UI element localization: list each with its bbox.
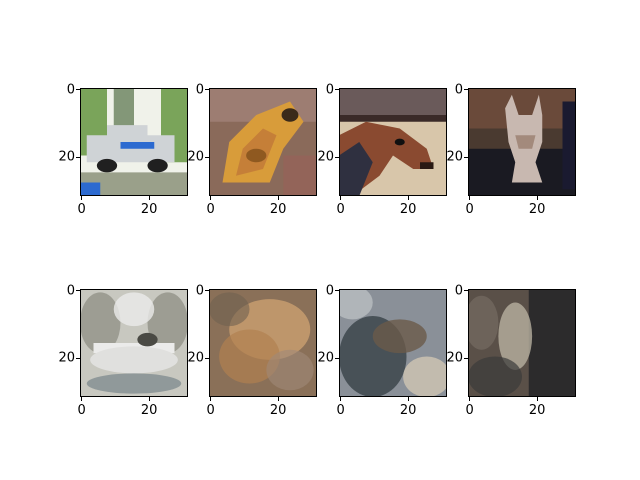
- x-tick-label: 0: [206, 403, 215, 418]
- x-tick-mark: [81, 196, 83, 200]
- y-tick-label: 20: [317, 149, 334, 165]
- y-tick-mark: [76, 156, 80, 158]
- x-tick-mark: [407, 397, 409, 401]
- y-tick-label: 0: [66, 283, 75, 299]
- y-tick-label: 20: [317, 350, 334, 366]
- x-tick-label: 20: [140, 403, 158, 418]
- y-tick-label: 20: [446, 149, 463, 165]
- x-tick-label: 20: [269, 403, 287, 418]
- y-tick-mark: [335, 89, 339, 91]
- y-tick-mark: [335, 357, 339, 359]
- y-tick-label: 0: [195, 283, 204, 299]
- image-panel-horse-reconstruction: 0 0 20 20: [317, 284, 447, 417]
- y-tick-label: 20: [187, 350, 204, 366]
- x-tick-label: 0: [77, 202, 86, 217]
- y-tick-label: 0: [325, 283, 334, 299]
- x-tick-mark: [277, 196, 279, 200]
- x-tick-mark: [340, 196, 342, 200]
- x-tick-label: 0: [206, 202, 215, 217]
- y-tick-mark: [464, 89, 468, 91]
- image-panel-cat-reconstruction: 0 0 20 20: [446, 284, 576, 417]
- y-tick-mark: [464, 156, 468, 158]
- image-panel-frog-reconstruction: 0 0 20 20: [187, 284, 317, 417]
- x-tick-mark: [210, 397, 212, 401]
- y-tick-label: 0: [195, 82, 204, 98]
- y-tick-mark: [464, 290, 468, 292]
- x-tick-mark: [407, 196, 409, 200]
- y-tick-label: 0: [325, 82, 334, 98]
- x-tick-label: 20: [528, 403, 546, 418]
- car-image: [80, 88, 188, 196]
- x-tick-mark: [210, 196, 212, 200]
- x-tick-label: 20: [528, 202, 546, 217]
- frog-reconstruction-image: [209, 289, 317, 397]
- y-tick-mark: [76, 89, 80, 91]
- x-tick-mark: [469, 196, 471, 200]
- x-tick-label: 0: [465, 403, 474, 418]
- cat-reconstruction-image: [468, 289, 576, 397]
- y-tick-label: 20: [58, 149, 75, 165]
- x-tick-label: 0: [336, 403, 345, 418]
- image-panel-cat: 0 0 20 20: [446, 83, 576, 216]
- y-tick-label: 0: [66, 82, 75, 98]
- x-tick-label: 20: [399, 202, 417, 217]
- x-tick-label: 0: [77, 403, 86, 418]
- x-tick-mark: [277, 397, 279, 401]
- y-tick-mark: [76, 357, 80, 359]
- horse-reconstruction-image: [339, 289, 447, 397]
- cat-image: [468, 88, 576, 196]
- y-tick-label: 0: [454, 82, 463, 98]
- x-tick-mark: [469, 397, 471, 401]
- y-tick-mark: [335, 156, 339, 158]
- y-tick-mark: [335, 290, 339, 292]
- y-tick-mark: [205, 290, 209, 292]
- car-reconstruction-image: [80, 289, 188, 397]
- x-tick-mark: [81, 397, 83, 401]
- y-tick-label: 20: [446, 350, 463, 366]
- y-tick-mark: [464, 357, 468, 359]
- image-panel-horse: 0 0 20 20: [317, 83, 447, 216]
- image-panel-frog: 0 0 20 20: [187, 83, 317, 216]
- horse-image: [339, 88, 447, 196]
- y-tick-label: 20: [58, 350, 75, 366]
- x-tick-label: 20: [140, 202, 158, 217]
- image-panel-car: 0 0 20 20: [58, 83, 188, 216]
- x-tick-mark: [148, 397, 150, 401]
- x-tick-mark: [340, 397, 342, 401]
- y-tick-label: 20: [187, 149, 204, 165]
- x-tick-label: 20: [399, 403, 417, 418]
- x-tick-mark: [148, 196, 150, 200]
- x-tick-label: 0: [465, 202, 474, 217]
- y-tick-label: 0: [454, 283, 463, 299]
- y-tick-mark: [205, 89, 209, 91]
- image-panel-car-reconstruction: 0 0 20 20: [58, 284, 188, 417]
- x-tick-mark: [536, 196, 538, 200]
- y-tick-mark: [205, 357, 209, 359]
- y-tick-mark: [76, 290, 80, 292]
- x-tick-label: 20: [269, 202, 287, 217]
- x-tick-mark: [536, 397, 538, 401]
- y-tick-mark: [205, 156, 209, 158]
- frog-image: [209, 88, 317, 196]
- x-tick-label: 0: [336, 202, 345, 217]
